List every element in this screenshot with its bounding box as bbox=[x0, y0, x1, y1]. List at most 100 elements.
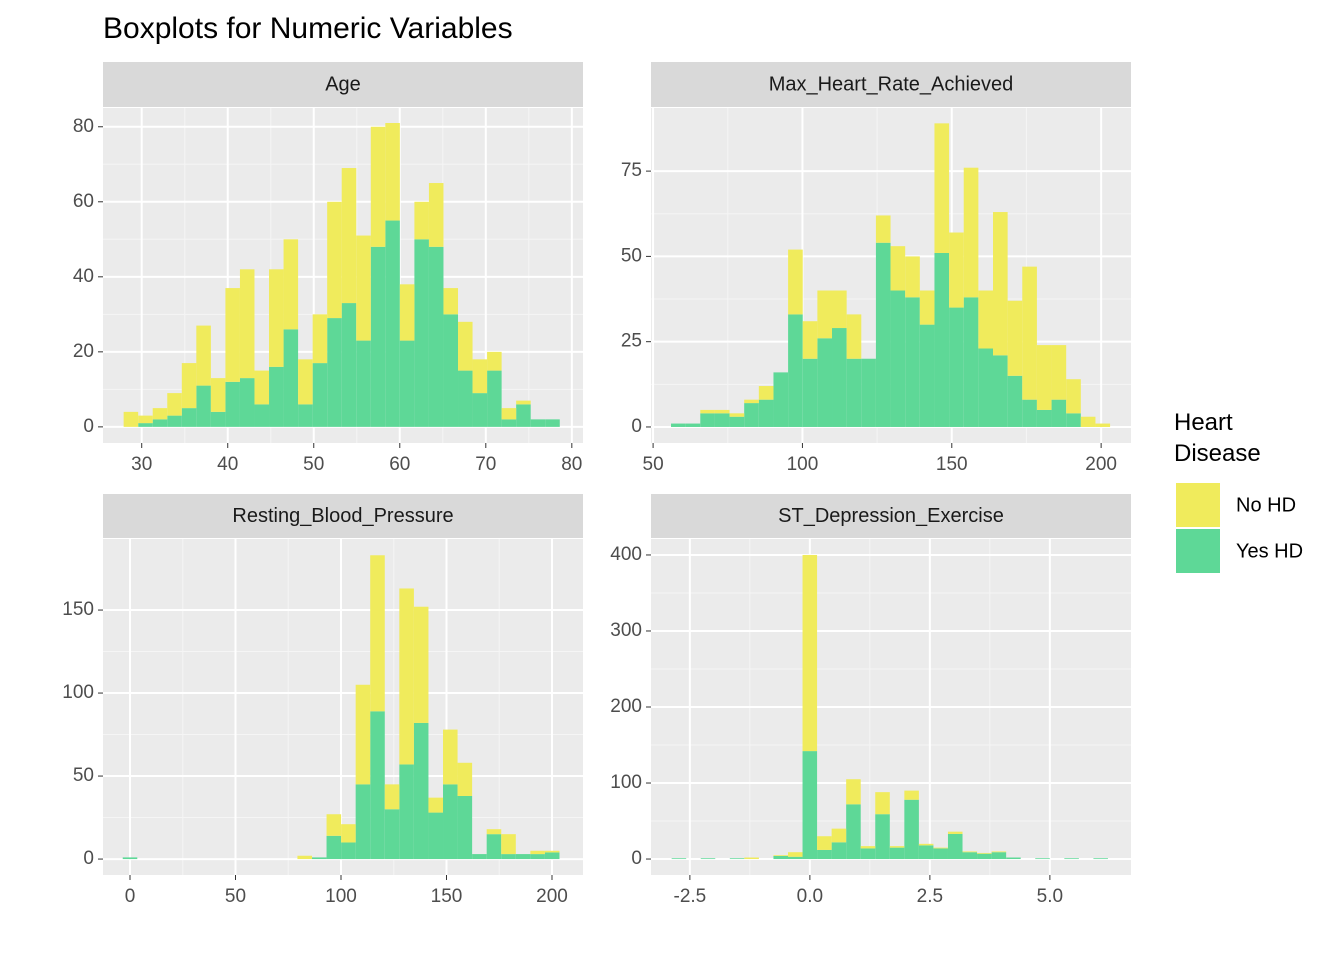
bar bbox=[933, 847, 948, 849]
bar bbox=[385, 123, 400, 221]
bar bbox=[225, 381, 240, 427]
strip-text: Age bbox=[325, 73, 361, 95]
bar bbox=[1022, 399, 1037, 427]
x-tick-label: 150 bbox=[431, 886, 463, 907]
bar bbox=[918, 843, 934, 846]
bar bbox=[700, 413, 715, 427]
bar bbox=[355, 684, 371, 785]
bar bbox=[933, 848, 948, 860]
bar bbox=[846, 358, 862, 427]
bar bbox=[210, 378, 226, 412]
bar bbox=[355, 784, 371, 860]
bar bbox=[413, 722, 429, 860]
legend-title: Heart Disease bbox=[1174, 409, 1261, 467]
bar bbox=[1095, 423, 1111, 427]
bar bbox=[486, 834, 502, 860]
strip bbox=[103, 62, 583, 107]
legend-title-box: Heart Disease bbox=[1174, 409, 1261, 467]
bar bbox=[714, 409, 730, 414]
bar bbox=[487, 351, 502, 371]
x-tick-label: -2.5 bbox=[674, 886, 707, 907]
bar bbox=[254, 370, 270, 405]
bar bbox=[312, 314, 328, 364]
bar bbox=[846, 804, 861, 860]
bar bbox=[516, 404, 531, 427]
bar bbox=[472, 393, 488, 427]
bar bbox=[962, 851, 978, 853]
bar bbox=[905, 256, 920, 298]
x-tick-label: 200 bbox=[536, 886, 568, 907]
bar bbox=[744, 399, 759, 404]
bar bbox=[239, 378, 255, 427]
bar bbox=[341, 168, 357, 304]
y-tick-label: 300 bbox=[610, 620, 642, 641]
bar bbox=[443, 784, 458, 860]
bar bbox=[384, 784, 400, 810]
bar bbox=[530, 419, 546, 427]
bar bbox=[846, 314, 862, 359]
bar bbox=[1036, 345, 1052, 410]
bar bbox=[399, 340, 415, 427]
bar bbox=[991, 852, 1007, 860]
bar bbox=[890, 246, 906, 291]
y-tick-label: 75 bbox=[621, 160, 642, 181]
strip-text: ST_Depression_Exercise bbox=[778, 505, 1004, 527]
bar bbox=[457, 795, 473, 860]
bar bbox=[530, 850, 545, 855]
bar bbox=[283, 329, 299, 427]
bar bbox=[700, 858, 716, 860]
bar bbox=[385, 220, 400, 427]
x-tick-label: 150 bbox=[936, 454, 968, 475]
bar bbox=[1080, 416, 1096, 427]
bar bbox=[947, 833, 963, 860]
bar bbox=[341, 842, 356, 860]
bar bbox=[443, 729, 458, 785]
bar bbox=[977, 852, 992, 854]
bar bbox=[544, 850, 560, 853]
bar bbox=[773, 372, 789, 427]
strip-text: Max_Heart_Rate_Achieved bbox=[769, 73, 1014, 95]
bar bbox=[671, 423, 686, 427]
bar bbox=[846, 779, 861, 805]
bar bbox=[501, 854, 516, 860]
bar bbox=[729, 413, 745, 417]
bar bbox=[1064, 858, 1079, 860]
y-tick-label: 25 bbox=[621, 331, 642, 352]
bar bbox=[890, 290, 906, 427]
x-tick-label: 80 bbox=[561, 454, 582, 475]
bar bbox=[297, 855, 312, 860]
bar bbox=[123, 411, 139, 427]
bar bbox=[457, 762, 473, 796]
x-tick-label: 70 bbox=[475, 454, 496, 475]
bar bbox=[977, 853, 992, 860]
bar bbox=[832, 290, 847, 329]
bar bbox=[138, 423, 153, 427]
bar bbox=[787, 852, 803, 857]
bar bbox=[860, 848, 876, 860]
bar bbox=[370, 711, 385, 860]
bar bbox=[399, 764, 414, 860]
bar bbox=[443, 288, 459, 315]
y-tick-label: 100 bbox=[610, 772, 642, 793]
y-tick-label: 200 bbox=[610, 696, 642, 717]
bar bbox=[544, 852, 560, 860]
bar bbox=[298, 359, 313, 405]
bar bbox=[861, 358, 876, 427]
bar bbox=[1007, 300, 1023, 376]
y-tick-label: 40 bbox=[73, 266, 94, 287]
bar bbox=[516, 400, 531, 405]
bar bbox=[414, 201, 429, 240]
y-tick-label: 0 bbox=[631, 416, 642, 437]
x-tick-label: 50 bbox=[643, 454, 664, 475]
y-tick-label: 400 bbox=[610, 544, 642, 565]
bar bbox=[978, 290, 994, 349]
y-tick-label: 50 bbox=[621, 245, 642, 266]
bar bbox=[934, 252, 950, 427]
bar bbox=[758, 386, 774, 400]
bar bbox=[919, 324, 935, 427]
bar bbox=[1051, 345, 1067, 400]
bar bbox=[1093, 858, 1108, 860]
bar bbox=[225, 288, 240, 382]
bar bbox=[486, 829, 502, 835]
